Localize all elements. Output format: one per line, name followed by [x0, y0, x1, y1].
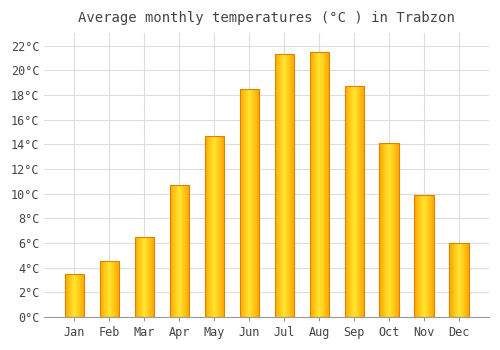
Bar	[134, 237, 154, 317]
Bar	[310, 52, 329, 317]
Bar	[204, 135, 224, 317]
Title: Average monthly temperatures (°C ) in Trabzon: Average monthly temperatures (°C ) in Tr…	[78, 11, 455, 25]
Bar	[450, 243, 468, 317]
Bar	[240, 89, 259, 317]
Bar	[344, 86, 364, 317]
Bar	[274, 54, 294, 317]
Bar	[414, 195, 434, 317]
Bar	[380, 143, 398, 317]
Bar	[170, 185, 189, 317]
Bar	[64, 274, 84, 317]
Bar	[100, 261, 119, 317]
